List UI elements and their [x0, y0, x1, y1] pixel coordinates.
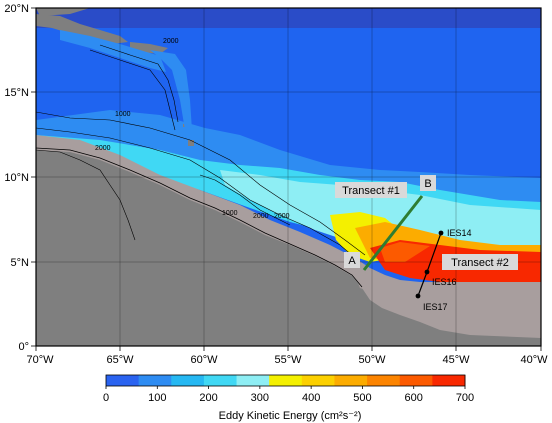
colorbar-swatch — [269, 375, 303, 386]
colorbar-swatch — [334, 375, 368, 386]
colorbar-tick-label: 400 — [302, 392, 320, 404]
land-south-america — [36, 150, 541, 346]
station-ies14-marker — [438, 230, 444, 236]
svg-text:2000: 2000 — [253, 213, 269, 220]
eke-zone-light — [220, 170, 541, 250]
svg-text:45°W: 45°W — [442, 354, 470, 366]
colorbar-tick-label: 200 — [199, 392, 217, 404]
svg-text:0°: 0° — [18, 341, 29, 353]
longitude-labels: 70°W 65°W 60°W 55°W 50°W 45°W 40°W — [26, 354, 548, 366]
svg-text:40°W: 40°W — [520, 354, 548, 366]
colorbar-swatch — [236, 375, 270, 386]
coastline — [36, 147, 363, 288]
transect-1-line — [362, 195, 424, 271]
colorbar-swatch — [301, 375, 335, 386]
svg-text:50°W: 50°W — [358, 354, 386, 366]
transect-1-label: Transect #1 — [335, 182, 407, 198]
station-ies17-label: IES17 — [423, 302, 448, 312]
bathymetry-contours — [36, 44, 366, 263]
station-ies14-label: IES14 — [447, 228, 472, 238]
svg-text:15°N: 15°N — [4, 87, 29, 99]
colorbar-tick-label: 500 — [353, 392, 371, 404]
colorbar-swatch — [432, 375, 466, 386]
graticule — [36, 8, 541, 346]
svg-text:55°W: 55°W — [274, 354, 302, 366]
svg-text:A: A — [348, 255, 356, 267]
colorbar-swatch — [367, 375, 401, 386]
colorbar-tick-label: 600 — [405, 392, 423, 404]
colorbar: 0 100 200 300 400 500 600 700 Eddy Kinetic Ener… — [103, 374, 474, 422]
land-greater-antilles — [36, 14, 128, 44]
svg-text:60°W: 60°W — [190, 354, 218, 366]
endpoint-b-label: B — [420, 175, 436, 191]
svg-text:1000: 1000 — [115, 111, 131, 118]
svg-text:20°N: 20°N — [4, 3, 29, 15]
map-field: 2000 2000 1000 2000 1000 2000 — [36, 8, 541, 346]
transect-2-label: Transect #2 — [442, 254, 518, 270]
svg-text:2000: 2000 — [95, 145, 111, 152]
station-ies17-marker — [415, 293, 421, 299]
endpoint-a-label: A — [344, 252, 360, 268]
svg-text:B: B — [424, 178, 431, 190]
svg-text:65°W: 65°W — [106, 354, 134, 366]
svg-text:2000: 2000 — [274, 213, 290, 220]
colorbar-swatch — [138, 375, 172, 386]
svg-text:1000: 1000 — [222, 210, 238, 217]
svg-text:2000: 2000 — [163, 38, 179, 45]
station-ies16-marker — [424, 269, 430, 275]
colorbar-swatch — [203, 375, 238, 386]
contour-labels: 2000 2000 1000 2000 1000 2000 — [95, 38, 290, 220]
svg-text:10°N: 10°N — [4, 172, 29, 184]
svg-text:Transect #1: Transect #1 — [342, 185, 400, 197]
colorbar-swatch — [106, 375, 140, 386]
colorbar-swatch — [399, 375, 433, 386]
colorbar-tick-label: 700 — [456, 392, 474, 404]
colorbar-tick-label: 300 — [251, 392, 269, 404]
colorbar-tick-label: 0 — [103, 392, 109, 404]
colorbar-tick-label: 100 — [148, 392, 166, 404]
latitude-labels: 20°N 15°N 10°N 5°N 0° — [4, 3, 29, 353]
colorbar-title: Eddy Kinetic Energy (cm²s⁻²) — [219, 410, 362, 422]
svg-text:70°W: 70°W — [26, 354, 54, 366]
svg-text:Transect #2: Transect #2 — [451, 257, 509, 269]
colorbar-swatch — [171, 375, 205, 386]
svg-text:5°N: 5°N — [11, 257, 30, 269]
station-ies16-label: IES16 — [432, 277, 457, 287]
